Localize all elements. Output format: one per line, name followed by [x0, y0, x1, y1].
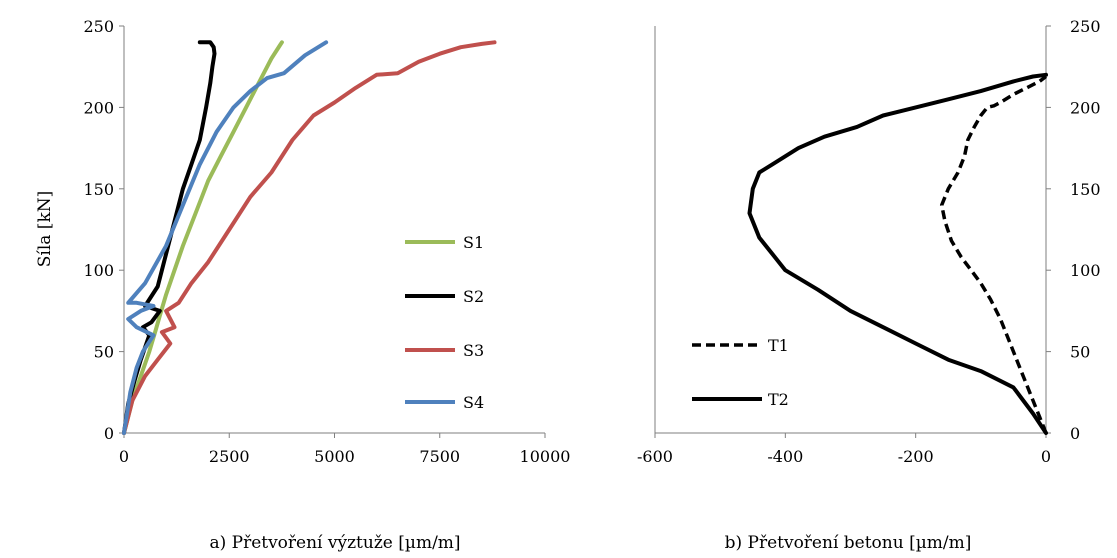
y-tick-label: 0 [1070, 424, 1080, 443]
y-tick-label: 250 [1070, 17, 1101, 36]
y-tick-label: 100 [83, 261, 114, 280]
y-tick-label: 200 [83, 98, 114, 117]
chart-caption: b) Přetvoření betonu [µm/m] [725, 533, 972, 553]
y-axis-title: Síla [kN] [35, 191, 55, 268]
chart-b: -600 -400 -200 00 50 100 150 200 250 b) Přetvořen… [637, 17, 1101, 553]
x-tick-label: -600 [637, 447, 673, 466]
y-tick-label: 50 [1070, 343, 1090, 362]
legend-label: T2 [768, 390, 789, 409]
series-line-s3 [122, 40, 497, 435]
x-tick-label: 2500 [209, 447, 250, 466]
legend-label: T1 [768, 336, 789, 355]
series-line-s4 [122, 40, 329, 435]
x-tick-label: 0 [119, 447, 129, 466]
y-tick-label: 150 [1070, 180, 1101, 199]
x-tick-label: -200 [898, 447, 934, 466]
chart-a: 0 2500 5000 7500 10000 0 50 100 150 200 250 Síla [k… [35, 17, 570, 553]
y-tick-label: 200 [1070, 98, 1101, 117]
y-tick-label: 100 [1070, 261, 1101, 280]
x-tick-label: 10000 [520, 447, 571, 466]
y-tick-label: 250 [83, 17, 114, 36]
series-line-t2 [747, 72, 1048, 435]
x-tick-label: 0 [1041, 447, 1051, 466]
legend-label: S4 [463, 393, 484, 412]
series-line-t1 [939, 75, 1048, 434]
y-tick-label: 50 [94, 343, 114, 362]
x-tick-label: 7500 [419, 447, 460, 466]
y-tick-label: 150 [83, 180, 114, 199]
legend-label: S3 [463, 341, 484, 360]
legend-label: S1 [463, 233, 484, 252]
x-tick-label: -400 [767, 447, 803, 466]
chart-caption: a) Přetvoření výztuže [µm/m] [209, 533, 460, 553]
legend-label: S2 [463, 287, 484, 306]
x-tick-label: 5000 [314, 447, 355, 466]
y-tick-label: 0 [104, 424, 114, 443]
series-line-s1 [122, 40, 284, 435]
